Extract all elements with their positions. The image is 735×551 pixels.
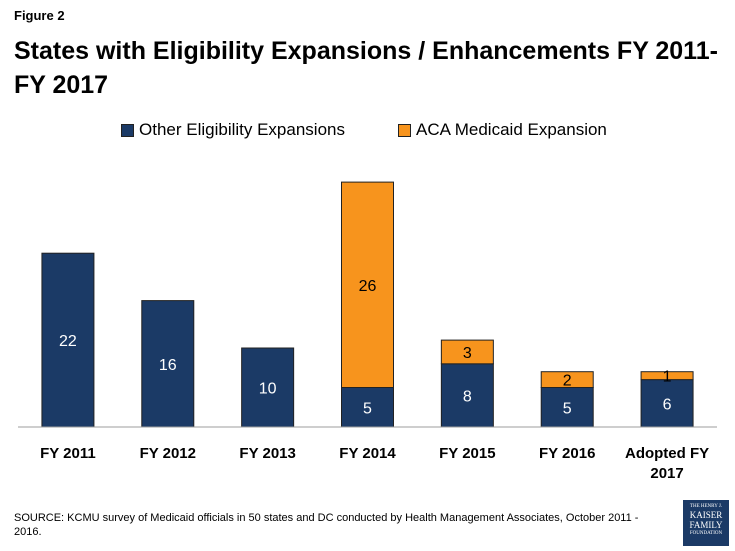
x-tick-label-1: FY 2012 [140,445,196,462]
bar-aca-6 [640,371,694,381]
bar-other-4 [440,363,494,428]
x-tick-label-6: Adopted FY 2017 [625,445,709,482]
data-label-aca-5: 2 [563,373,572,390]
data-label-aca-4: 3 [463,345,472,362]
kff-logo: THE HENRY J. KAISER FAMILY FOUNDATION [683,500,729,546]
legend-label-other: Other Eligibility Expansions [139,120,345,139]
data-label-aca-6: 1 [663,369,672,386]
bar-other-5 [540,387,594,428]
bar-aca-4 [440,339,494,365]
bar-other-0 [41,252,95,428]
logo-line-2: KAISER [689,510,723,520]
source-note: SOURCE: KCMU survey of Medicaid official… [14,512,639,538]
bar-other-1 [141,300,195,428]
x-tick-label-4: FY 2015 [439,445,495,462]
logo-line-3: FAMILY [689,520,723,530]
data-label-aca-3: 26 [359,278,377,295]
data-label-other-3: 5 [363,400,372,417]
legend: Other Eligibility Expansions ACA Medicai… [0,120,735,142]
data-label-other-4: 8 [463,388,472,405]
logo-line-4: FOUNDATION [689,531,723,536]
data-label-other-6: 6 [663,396,672,413]
x-tick-label-0: FY 2011 [40,445,96,462]
legend-label-aca: ACA Medicaid Expansion [416,120,607,139]
bar-other-2 [241,347,295,428]
legend-item-other: Other Eligibility Expansions [121,120,345,140]
data-label-other-1: 16 [159,357,177,374]
x-tick-label-3: FY 2014 [339,445,396,462]
legend-swatch-other [121,123,134,137]
x-tick-label-2: FY 2013 [239,445,295,462]
bar-other-3 [341,387,394,428]
logo-line-1: THE HENRY J. [689,504,723,509]
data-label-other-2: 10 [259,381,277,398]
legend-swatch-aca [398,123,411,137]
bar-aca-3 [341,181,394,388]
x-tick-label-5: FY 2016 [539,445,595,462]
chart-title: States with Eligibility Expansions / Enh… [14,37,718,99]
legend-item-aca: ACA Medicaid Expansion [398,120,607,140]
bar-aca-5 [540,371,594,389]
data-label-other-5: 5 [563,400,572,417]
data-label-other-0: 22 [59,333,77,350]
figure-label: Figure 2 [14,8,65,23]
